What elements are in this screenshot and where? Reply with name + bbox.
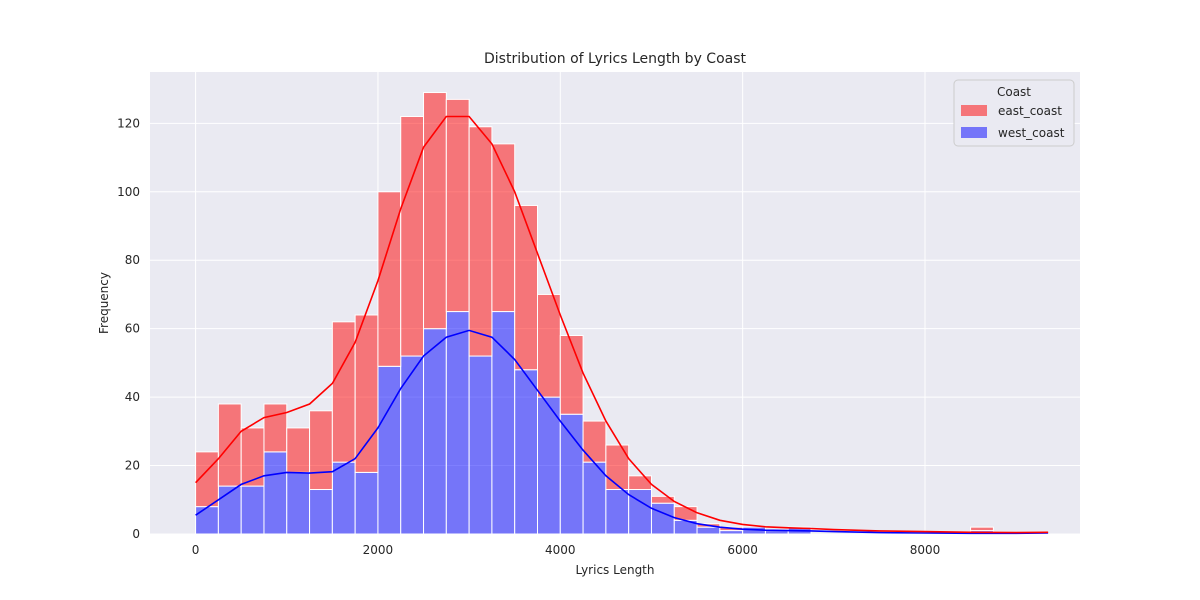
bar-west-coast xyxy=(263,451,288,535)
bar-west-coast xyxy=(514,369,538,535)
bar-east-coast xyxy=(582,420,607,463)
bar-west-coast xyxy=(445,311,470,535)
bar-west-coast xyxy=(217,485,242,535)
y-tick-labels: 0 20 40 60 80 100 120 xyxy=(117,116,140,541)
y-tick-label: 100 xyxy=(117,185,140,199)
legend-swatch-east-coast xyxy=(961,105,987,116)
bar-west-coast xyxy=(354,471,379,535)
bar-east-coast xyxy=(286,427,311,473)
legend-label-east-coast: east_coast xyxy=(998,104,1062,118)
y-axis-label: Frequency xyxy=(97,272,111,334)
bar-west-coast xyxy=(696,526,721,535)
bar-west-coast xyxy=(377,365,402,535)
bar-east-coast xyxy=(559,335,584,415)
bar-east-coast xyxy=(400,115,425,357)
bar-east-coast xyxy=(514,204,538,371)
y-tick-label: 40 xyxy=(125,390,140,404)
bar-west-coast xyxy=(719,530,744,535)
x-tick-label: 8000 xyxy=(910,543,941,557)
bar-west-coast xyxy=(195,506,219,535)
x-tick-label: 2000 xyxy=(363,543,394,557)
bar-east-coast xyxy=(263,403,288,453)
bar-east-coast xyxy=(537,293,561,398)
bars-east-coast xyxy=(195,92,994,532)
kde-line-west-coast xyxy=(195,329,1049,535)
bar-west-coast xyxy=(605,489,630,535)
kde-lines xyxy=(195,115,1049,535)
bars-west-coast xyxy=(195,311,994,535)
bar-east-coast xyxy=(650,495,675,504)
bar-west-coast xyxy=(491,311,516,535)
bar-east-coast xyxy=(605,444,630,491)
x-axis-label: Lyrics Length xyxy=(575,563,654,577)
y-tick-label: 0 xyxy=(132,527,140,541)
legend-title: Coast xyxy=(997,85,1031,99)
bar-east-coast xyxy=(423,92,447,330)
bar-west-coast xyxy=(650,502,675,535)
bar-west-coast xyxy=(559,413,584,535)
bar-east-coast xyxy=(240,427,265,487)
y-tick-label: 60 xyxy=(125,322,140,336)
legend: Coast east_coast west_coast xyxy=(953,79,1075,147)
bar-east-coast xyxy=(309,410,333,491)
bar-west-coast xyxy=(309,489,333,535)
y-tick-label: 120 xyxy=(117,116,140,130)
bar-east-coast xyxy=(354,314,379,473)
x-tick-labels: 0 2000 4000 6000 8000 xyxy=(192,543,941,557)
legend-label-west-coast: west_coast xyxy=(998,126,1065,140)
y-tick-label: 80 xyxy=(125,253,140,267)
bar-east-coast xyxy=(331,321,356,463)
kde-line-east-coast xyxy=(195,115,1049,534)
bar-west-coast xyxy=(468,355,493,535)
x-tick-label: 4000 xyxy=(545,543,576,557)
x-tick-label: 0 xyxy=(192,543,200,557)
bar-west-coast xyxy=(331,461,356,535)
bar-west-coast xyxy=(240,485,265,535)
bar-east-coast xyxy=(468,126,493,357)
legend-swatch-west-coast xyxy=(961,127,987,138)
x-tick-label: 6000 xyxy=(727,543,758,557)
bar-west-coast xyxy=(423,328,447,535)
bar-east-coast xyxy=(970,526,994,532)
bar-west-coast xyxy=(286,471,311,535)
y-tick-label: 20 xyxy=(125,459,140,473)
bar-east-coast xyxy=(445,98,470,313)
bar-east-coast xyxy=(628,475,652,491)
chart-title: Distribution of Lyrics Length by Coast xyxy=(484,51,747,67)
